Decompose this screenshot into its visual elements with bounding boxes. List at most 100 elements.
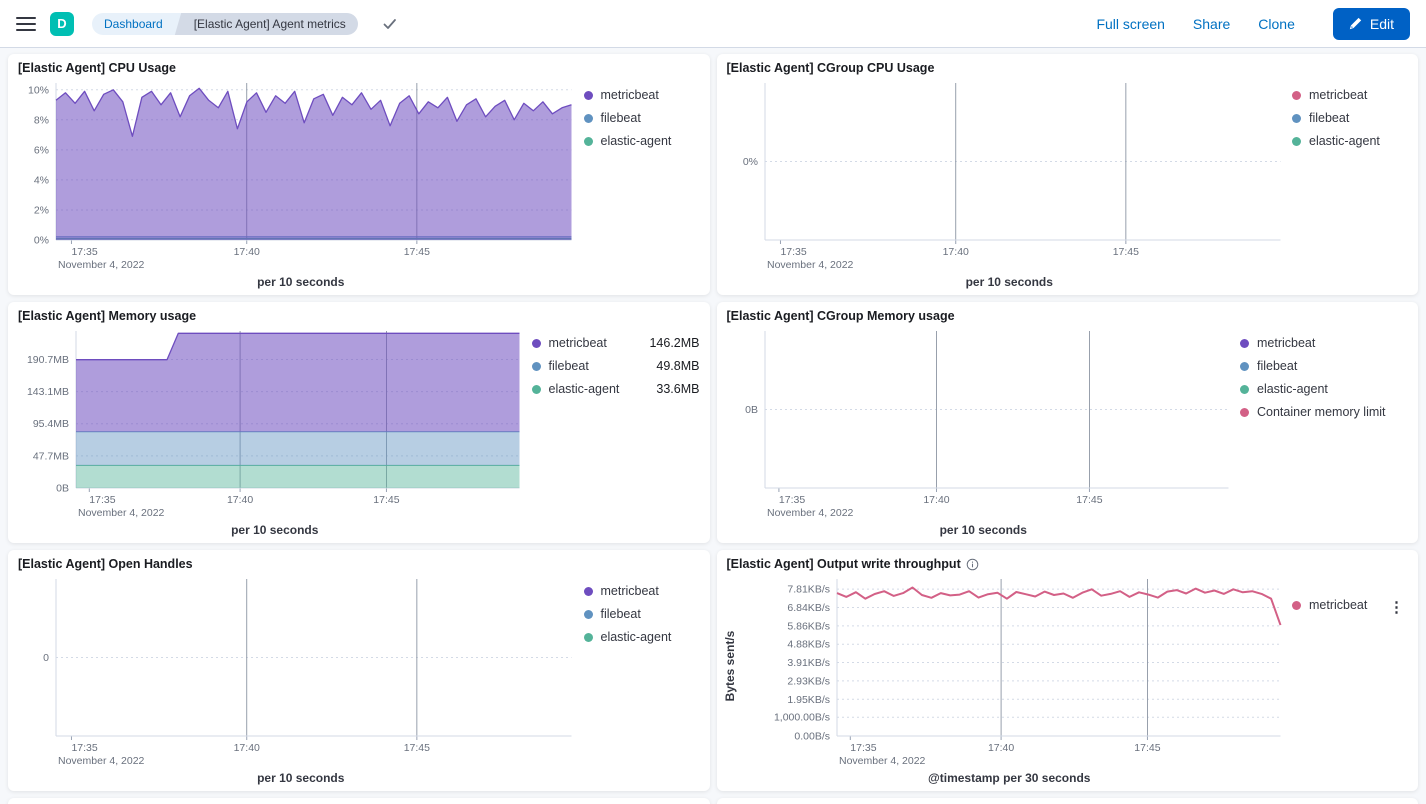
cgroup-cpu-usage-chart: 0% 17:35 17:40 17:45 November 4, 2022 — [742, 83, 1280, 271]
output-write-throughput-chart: 0.00B/s 1,000.00B/s 1.95KB/s 2.93KB/s 3.91KB… — [773, 579, 1281, 767]
legend-item-filebeat[interactable]: filebeat — [1240, 358, 1408, 375]
svg-text:0: 0 — [43, 652, 49, 664]
legend-item-elastic-agent[interactable]: elastic-agent — [583, 133, 700, 150]
x-axis-title: per 10 seconds — [231, 523, 319, 537]
svg-text:3.91KB/s: 3.91KB/s — [787, 657, 830, 669]
x-axis-title: per 10 seconds — [939, 523, 1027, 537]
legend-label: metricbeat — [1257, 336, 1316, 350]
legend-item-filebeat[interactable]: filebeat 49.8MB — [531, 358, 700, 375]
svg-text:95.4MB: 95.4MB — [33, 418, 69, 430]
svg-text:17:35: 17:35 — [778, 494, 804, 506]
svg-text:17:40: 17:40 — [987, 742, 1013, 754]
legend-value: 33.6MB — [656, 382, 700, 396]
breadcrumb: Dashboard [Elastic Agent] Agent metrics — [92, 12, 358, 35]
panel-title[interactable]: [Elastic Agent] CPU Usage — [18, 61, 176, 75]
menu-icon[interactable] — [16, 16, 36, 31]
svg-text:7.81KB/s: 7.81KB/s — [787, 584, 830, 596]
space-avatar[interactable]: D — [50, 11, 74, 36]
info-icon[interactable] — [966, 558, 979, 571]
legend-item-elastic-agent[interactable]: elastic-agent 33.6MB — [531, 381, 700, 398]
svg-text:November 4, 2022: November 4, 2022 — [767, 507, 854, 519]
clone-link[interactable]: Clone — [1258, 15, 1295, 32]
svg-text:17:45: 17:45 — [1134, 742, 1160, 754]
legend-label: filebeat — [1309, 111, 1350, 125]
breadcrumb-dashboard[interactable]: Dashboard — [92, 12, 175, 35]
dashboard-grid: [Elastic Agent] CPU Usage 0% 2% 4% 6% 8% 10% 1… — [0, 48, 1426, 804]
chart-legend: metricbeat filebeat elastic-agent — [1292, 75, 1408, 292]
legend-item-filebeat[interactable]: filebeat — [1292, 110, 1408, 127]
legend-dot — [531, 362, 541, 371]
x-axis-title: per 10 seconds — [965, 275, 1053, 289]
pencil-icon — [1349, 17, 1362, 30]
legend-dot — [1292, 601, 1301, 610]
svg-text:November 4, 2022: November 4, 2022 — [58, 259, 145, 271]
breadcrumb-current-page: [Elastic Agent] Agent metrics — [181, 12, 358, 35]
legend-item-filebeat[interactable]: filebeat — [583, 606, 700, 623]
svg-text:6.84KB/s: 6.84KB/s — [787, 602, 830, 614]
svg-text:8%: 8% — [34, 114, 49, 126]
svg-text:17:45: 17:45 — [404, 742, 430, 754]
legend-item-metricbeat[interactable]: metricbeat 146.2MB — [531, 335, 700, 352]
legend-label: metricbeat — [1309, 598, 1368, 612]
chart-legend: metricbeat filebeat elastic-agent Container… — [1240, 323, 1408, 540]
legend-item-elastic-agent[interactable]: elastic-agent — [1292, 133, 1408, 150]
svg-text:17:35: 17:35 — [89, 494, 115, 506]
svg-text:17:35: 17:35 — [850, 742, 876, 754]
svg-text:0%: 0% — [34, 235, 49, 247]
legend-label: metricbeat — [548, 336, 607, 350]
panel-title[interactable]: [Elastic Agent] Output write throughput — [726, 557, 961, 571]
legend-value: 49.8MB — [656, 359, 700, 373]
legend-item-elastic-agent[interactable]: elastic-agent — [583, 629, 700, 646]
panel-memory-usage: [Elastic Agent] Memory usage 0B 47.7MB 95.… — [8, 302, 710, 543]
legend-item-elastic-agent[interactable]: elastic-agent — [1240, 381, 1408, 398]
legend-item-metricbeat[interactable]: metricbeat — [583, 87, 700, 104]
svg-text:5.86KB/s: 5.86KB/s — [787, 620, 830, 632]
legend-label: elastic-agent — [1309, 134, 1380, 148]
legend-item-metricbeat[interactable]: metricbeat — [1292, 597, 1408, 614]
legend-item-filebeat[interactable]: filebeat — [583, 110, 700, 127]
legend-label: metricbeat — [600, 584, 659, 598]
legend-item-metricbeat[interactable]: metricbeat — [1240, 335, 1408, 352]
svg-text:47.7MB: 47.7MB — [33, 450, 69, 462]
svg-text:2%: 2% — [34, 204, 49, 216]
legend-dot — [1292, 137, 1301, 146]
svg-text:17:40: 17:40 — [923, 494, 949, 506]
panel-options-icon[interactable]: ⋮ — [1389, 599, 1404, 616]
svg-text:4.88KB/s: 4.88KB/s — [787, 639, 830, 651]
x-axis-title: per 10 seconds — [257, 771, 345, 785]
legend-item-metricbeat[interactable]: metricbeat — [583, 583, 700, 600]
svg-text:17:35: 17:35 — [71, 246, 97, 258]
legend-item-container-memory-limit[interactable]: Container memory limit — [1240, 404, 1408, 421]
panel-title[interactable]: [Elastic Agent] CGroup Memory usage — [726, 309, 955, 323]
legend-label: filebeat — [548, 359, 589, 373]
legend-label: metricbeat — [1309, 88, 1368, 102]
legend-dot — [531, 385, 541, 394]
svg-text:2.93KB/s: 2.93KB/s — [787, 675, 830, 687]
svg-text:November 4, 2022: November 4, 2022 — [58, 755, 145, 767]
header-actions: Full screen Share Clone Edit — [1096, 7, 1410, 40]
share-link[interactable]: Share — [1192, 15, 1231, 32]
chart-legend: metricbeat 146.2MB filebeat 49.8MB elastic-a… — [531, 323, 700, 540]
svg-text:17:40: 17:40 — [942, 246, 968, 258]
legend-dot — [1240, 408, 1249, 417]
svg-text:17:45: 17:45 — [404, 246, 430, 258]
edit-button[interactable]: Edit — [1332, 7, 1410, 40]
chart-legend: metricbeat filebeat elastic-agent — [583, 75, 700, 292]
legend-label: filebeat — [1257, 359, 1298, 373]
full-screen-link[interactable]: Full screen — [1096, 15, 1165, 32]
legend-label: elastic-agent — [600, 134, 672, 148]
panel-title[interactable]: [Elastic Agent] Open Handles — [18, 557, 193, 571]
panel-title[interactable]: [Elastic Agent] CGroup CPU Usage — [726, 61, 935, 75]
legend-item-metricbeat[interactable]: metricbeat — [1292, 87, 1408, 104]
legend-dot — [583, 137, 593, 146]
svg-text:17:45: 17:45 — [1076, 494, 1102, 506]
panel-open-handles: [Elastic Agent] Open Handles 0 17:35 17:40… — [8, 550, 710, 791]
panel-output-write-throughput: [Elastic Agent] Output write throughput … — [716, 550, 1418, 791]
legend-value: 146.2MB — [649, 336, 700, 350]
legend-label: elastic-agent — [600, 630, 672, 644]
legend-dot — [1240, 385, 1249, 394]
svg-text:17:40: 17:40 — [234, 246, 260, 258]
legend-dot — [583, 633, 593, 642]
panel-title[interactable]: [Elastic Agent] Memory usage — [18, 309, 197, 323]
svg-text:1.95KB/s: 1.95KB/s — [787, 694, 830, 706]
